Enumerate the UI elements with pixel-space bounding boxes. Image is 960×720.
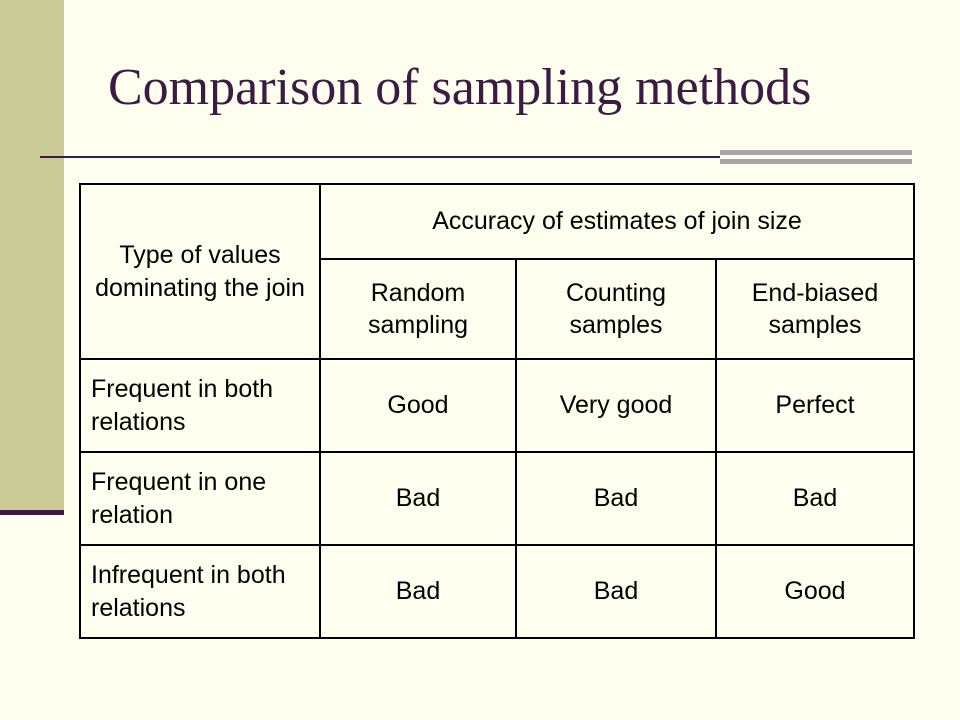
table-header-row: Type of values dominating the join Accur…: [79, 183, 915, 360]
row-label: Frequent in both relations: [79, 358, 321, 453]
slide-title: Comparison of sampling methods: [108, 59, 812, 116]
group-header-cell: Accuracy of estimates of join size: [319, 183, 915, 260]
table-cell: Perfect: [715, 358, 915, 453]
table-row: Frequent in one relation Bad Bad Bad: [79, 451, 915, 546]
table-cell: Bad: [319, 451, 517, 546]
table-cell: Bad: [515, 451, 717, 546]
table-cell: Good: [319, 358, 517, 453]
table-cell: Bad: [319, 544, 517, 639]
table-row: Infrequent in both relations Bad Bad Goo…: [79, 544, 915, 639]
table-subheader-row: Random sampling Counting samples End-bia…: [80, 258, 915, 360]
title-underline: [40, 156, 720, 158]
column-header-end-biased-samples: End-biased samples: [715, 258, 915, 360]
row-label: Infrequent in both relations: [79, 544, 321, 639]
table-cell: Very good: [515, 358, 717, 453]
table-cell: Bad: [715, 451, 915, 546]
table-row: Frequent in both relations Good Very goo…: [79, 358, 915, 453]
side-decoration-bar: [0, 0, 64, 510]
column-header-counting-samples: Counting samples: [515, 258, 717, 360]
corner-header-cell: Type of values dominating the join: [79, 183, 321, 360]
column-header-random-sampling: Random sampling: [319, 258, 517, 360]
table-cell: Good: [715, 544, 915, 639]
comparison-table: Type of values dominating the join Accur…: [79, 183, 915, 639]
side-decoration-accent: [0, 510, 64, 515]
title-underline-accent: [720, 150, 912, 164]
row-label: Frequent in one relation: [79, 451, 321, 546]
table-cell: Bad: [515, 544, 717, 639]
